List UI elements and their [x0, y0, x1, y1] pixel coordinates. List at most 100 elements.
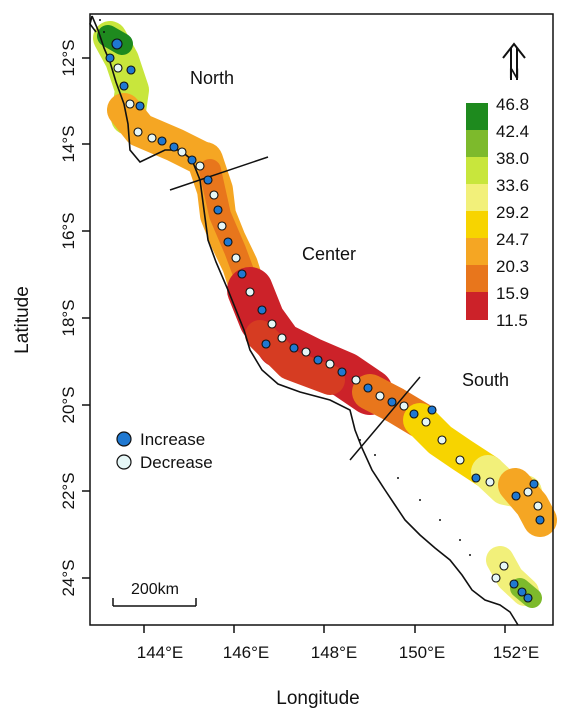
colorbar-swatch [466, 184, 488, 211]
scale-bar-label: 200km [131, 581, 179, 598]
y-tick-labels: 12°S 14°S 16°S 18°S 20°S 22°S 24°S [59, 39, 78, 596]
site-point [237, 269, 247, 279]
colorbar-label: 42.4 [496, 122, 529, 141]
colorbar-label: 24.7 [496, 230, 529, 249]
region-label-center: Center [302, 244, 356, 264]
site-point [301, 347, 311, 357]
site-point [261, 339, 271, 349]
site-point [125, 99, 135, 109]
site-point [511, 491, 521, 501]
site-point [157, 136, 167, 146]
x-tick-label: 148°E [311, 643, 358, 662]
x-tick-label: 144°E [137, 643, 184, 662]
colorbar: 46.8 42.4 38.0 33.6 29.2 24.7 20.3 15.9 … [466, 95, 529, 330]
north-arrow-label: N [509, 65, 519, 81]
site-point [485, 477, 495, 487]
y-tick-label: 18°S [59, 299, 78, 336]
x-tick-label: 150°E [399, 643, 446, 662]
y-axis-title: Latitude [12, 286, 33, 354]
site-point [471, 473, 481, 483]
colorbar-swatch [466, 130, 488, 157]
north-center-divider [169, 156, 269, 191]
colorbar-label: 29.2 [496, 203, 529, 222]
site-point [203, 175, 213, 185]
colorbar-label: 46.8 [496, 95, 529, 114]
colorbar-label: 38.0 [496, 149, 529, 168]
region-dividers [169, 156, 421, 461]
coastline [89, 15, 519, 626]
site-point [517, 587, 527, 597]
site-point [126, 65, 136, 75]
site-point [455, 455, 465, 465]
region-label-south: South [462, 370, 509, 390]
x-tick-labels: 144°E 146°E 148°E 150°E 152°E [137, 643, 540, 662]
site-point [111, 38, 123, 50]
colorbar-swatch [466, 211, 488, 238]
colorbar-swatch [466, 265, 488, 292]
site-point [529, 479, 539, 489]
colorbar-swatch [466, 238, 488, 265]
colorbar-label: 33.6 [496, 176, 529, 195]
site-point [277, 333, 287, 343]
site-point [313, 355, 323, 365]
x-tick-label: 146°E [223, 643, 270, 662]
site-point [325, 359, 335, 369]
y-tick-label: 24°S [59, 559, 78, 596]
site-point [523, 487, 533, 497]
point-legend: Increase Decrease [116, 430, 213, 472]
site-point [533, 501, 543, 511]
plot-frame [89, 13, 554, 626]
site-point [363, 383, 373, 393]
site-point [523, 593, 533, 603]
site-point [289, 343, 299, 353]
decrease-swatch [116, 454, 132, 470]
y-tick-label: 12°S [59, 39, 78, 76]
increase-swatch [116, 431, 132, 447]
x-tick-label: 152°E [493, 643, 540, 662]
site-point [427, 405, 437, 415]
colorbar-swatch [466, 157, 488, 184]
site-point [135, 101, 145, 111]
site-point [177, 147, 187, 157]
site-point [257, 305, 267, 315]
site-point [147, 133, 157, 143]
site-point [169, 142, 179, 152]
site-point [437, 435, 447, 445]
site-point [499, 561, 509, 571]
legend-label-decrease: Decrease [140, 453, 213, 472]
site-point [245, 287, 255, 297]
site-points [105, 38, 545, 603]
region-label-north: North [190, 68, 234, 88]
north-arrow-icon: N [502, 42, 526, 81]
site-point [113, 63, 123, 73]
scale-bar: 200km [112, 581, 197, 607]
center-south-divider [349, 376, 421, 461]
site-point [133, 127, 143, 137]
colorbar-label: 11.5 [496, 311, 528, 330]
site-point [375, 391, 385, 401]
site-point [337, 367, 347, 377]
y-tick-label: 14°S [59, 125, 78, 162]
legend-label-increase: Increase [140, 430, 205, 449]
site-point [119, 81, 129, 91]
y-tick-label: 16°S [59, 212, 78, 249]
x-axis [143, 625, 506, 633]
site-point [105, 53, 115, 63]
y-tick-label: 22°S [59, 472, 78, 509]
site-point [223, 237, 233, 247]
colorbar-swatch [466, 292, 488, 320]
site-point [267, 319, 277, 329]
y-axis [82, 57, 90, 579]
site-point [195, 161, 205, 171]
islands [99, 19, 471, 556]
site-point [399, 401, 409, 411]
site-point [213, 205, 223, 215]
site-point [209, 190, 219, 200]
site-point [351, 375, 361, 385]
y-tick-label: 20°S [59, 386, 78, 423]
site-point [491, 573, 501, 583]
colorbar-label: 15.9 [496, 284, 529, 303]
colorbar-swatch [466, 103, 488, 130]
colorbar-label: 20.3 [496, 257, 529, 276]
